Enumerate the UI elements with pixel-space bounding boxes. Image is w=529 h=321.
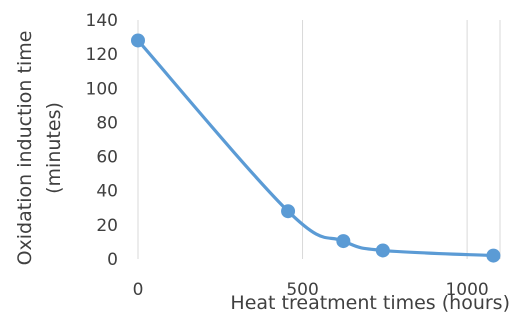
grid-layer: [137, 20, 501, 259]
y-tick-label: 120: [86, 45, 118, 65]
y-tick-label: 40: [96, 182, 118, 202]
series-layer: [131, 33, 501, 263]
y-axis-title: Oxidation induction time (minutes): [14, 31, 65, 266]
y-axis-title-line-2: (minutes): [43, 102, 65, 194]
x-tick-label: 500: [286, 280, 318, 300]
y-tick-label: 20: [96, 216, 118, 236]
y-tick-labels: 0 20 40 60 80 100 120 140: [86, 11, 118, 270]
x-tick-label: 0: [133, 280, 144, 300]
data-point: [486, 248, 501, 263]
y-tick-label: 140: [86, 11, 118, 31]
y-tick-label: 100: [86, 79, 118, 99]
data-point: [336, 234, 351, 249]
y-tick-label: 80: [96, 113, 118, 133]
y-tick-label: 0: [107, 250, 118, 270]
y-tick-label: 60: [96, 148, 118, 168]
series-line: [136, 38, 496, 258]
data-point: [375, 243, 390, 258]
x-tick-labels: 0 500 1000: [133, 280, 489, 300]
data-point: [281, 204, 296, 219]
x-axis-title: Heat treatment times (hours): [230, 292, 510, 314]
y-axis-title-line-1: Oxidation induction time: [14, 31, 36, 266]
data-point: [131, 33, 145, 48]
x-tick-label: 1000: [445, 280, 488, 300]
